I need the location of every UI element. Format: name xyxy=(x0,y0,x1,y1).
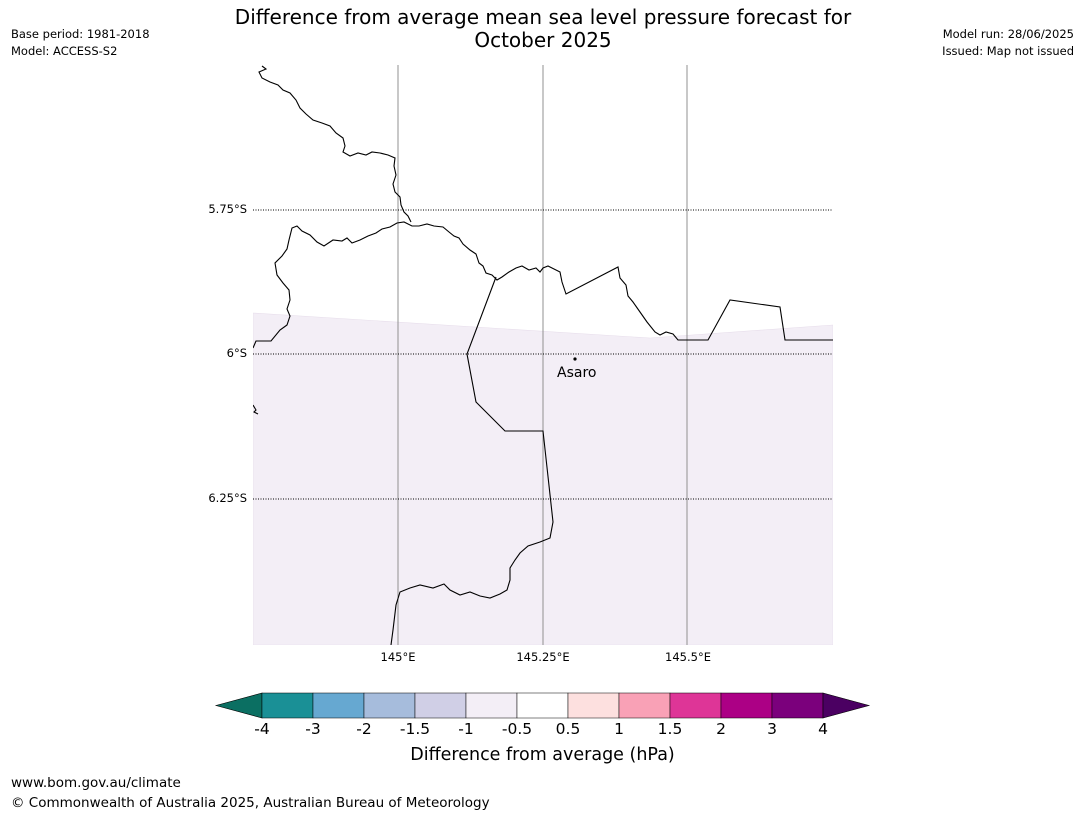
lat-label-6s: 6°S xyxy=(226,346,247,360)
title-line-1: Difference from average mean sea level p… xyxy=(234,5,852,29)
boundary-west-fragment xyxy=(253,404,259,415)
colorbar-tick-label: 4 xyxy=(818,720,828,738)
lon-label-145-25e: 145.25°E xyxy=(516,650,570,664)
footer-copyright: © Commonwealth of Australia 2025, Austra… xyxy=(11,795,490,811)
colorbar-swatch xyxy=(669,692,722,719)
boundary-south xyxy=(390,276,554,645)
lat-label-6-25s: 6.25°S xyxy=(208,491,247,505)
model-text: Model: ACCESS-S2 xyxy=(11,44,118,58)
metadata-left: Base period: 1981-2018 Model: ACCESS-S2 xyxy=(11,26,150,60)
lon-label-145-5e: 145.5°E xyxy=(665,650,711,664)
colorbar-title: Difference from average (hPa) xyxy=(410,745,675,765)
colorbar-low-extend xyxy=(214,692,263,719)
colorbar-swatch xyxy=(567,692,620,719)
issued-text: Issued: Map not issued xyxy=(942,44,1074,58)
boundary-northwest xyxy=(258,65,412,223)
lat-label-5-75s: 5.75°S xyxy=(208,202,247,216)
colorbar-tick-label: 3 xyxy=(767,720,777,738)
colorbar-tick-label: -2 xyxy=(356,720,372,738)
colorbar-tick-label: 1 xyxy=(614,720,624,738)
colorbar-tick-label: -4 xyxy=(254,720,270,738)
colorbar-swatch xyxy=(465,692,518,719)
model-run-text: Model run: 28/06/2025 xyxy=(942,27,1074,41)
metadata-right: Model run: 28/06/2025 Issued: Map not is… xyxy=(942,26,1074,60)
colorbar-swatch xyxy=(312,692,365,719)
colorbar-swatch xyxy=(771,692,824,719)
colorbar-swatch xyxy=(516,692,569,719)
title-line-2: October 2025 xyxy=(474,28,612,52)
colorbar-swatch xyxy=(720,692,773,719)
colorbar-tick-label: 0.5 xyxy=(555,720,581,738)
colorbar-tick-label: -1.5 xyxy=(399,720,431,738)
colorbar-tick-label: -1 xyxy=(458,720,474,738)
colorbar-swatch xyxy=(261,692,314,719)
asaro-marker xyxy=(573,357,577,361)
colorbar-swatch xyxy=(414,692,467,719)
colorbar-tick-label: 1.5 xyxy=(657,720,683,738)
colorbar-high-extend xyxy=(822,692,871,719)
colorbar-tick-label: -3 xyxy=(305,720,321,738)
footer-url: www.bom.gov.au/climate xyxy=(11,775,181,791)
base-period-text: Base period: 1981-2018 xyxy=(11,27,150,41)
boundary-central xyxy=(253,221,833,349)
map-area: 5.75°S 6°S 6.25°S 145°E 145.25°E 145.5°E… xyxy=(208,65,833,664)
map-title: Difference from average mean sea level p… xyxy=(200,6,886,52)
map-svg xyxy=(253,65,833,645)
colorbar-swatch xyxy=(618,692,671,719)
lon-label-145e: 145°E xyxy=(380,650,416,664)
colorbar-tick-label: -0.5 xyxy=(501,720,533,738)
colorbar xyxy=(214,692,871,719)
place-label-asaro: Asaro xyxy=(557,365,597,381)
colorbar-tick-label: 2 xyxy=(716,720,726,738)
colorbar-swatch xyxy=(363,692,416,719)
